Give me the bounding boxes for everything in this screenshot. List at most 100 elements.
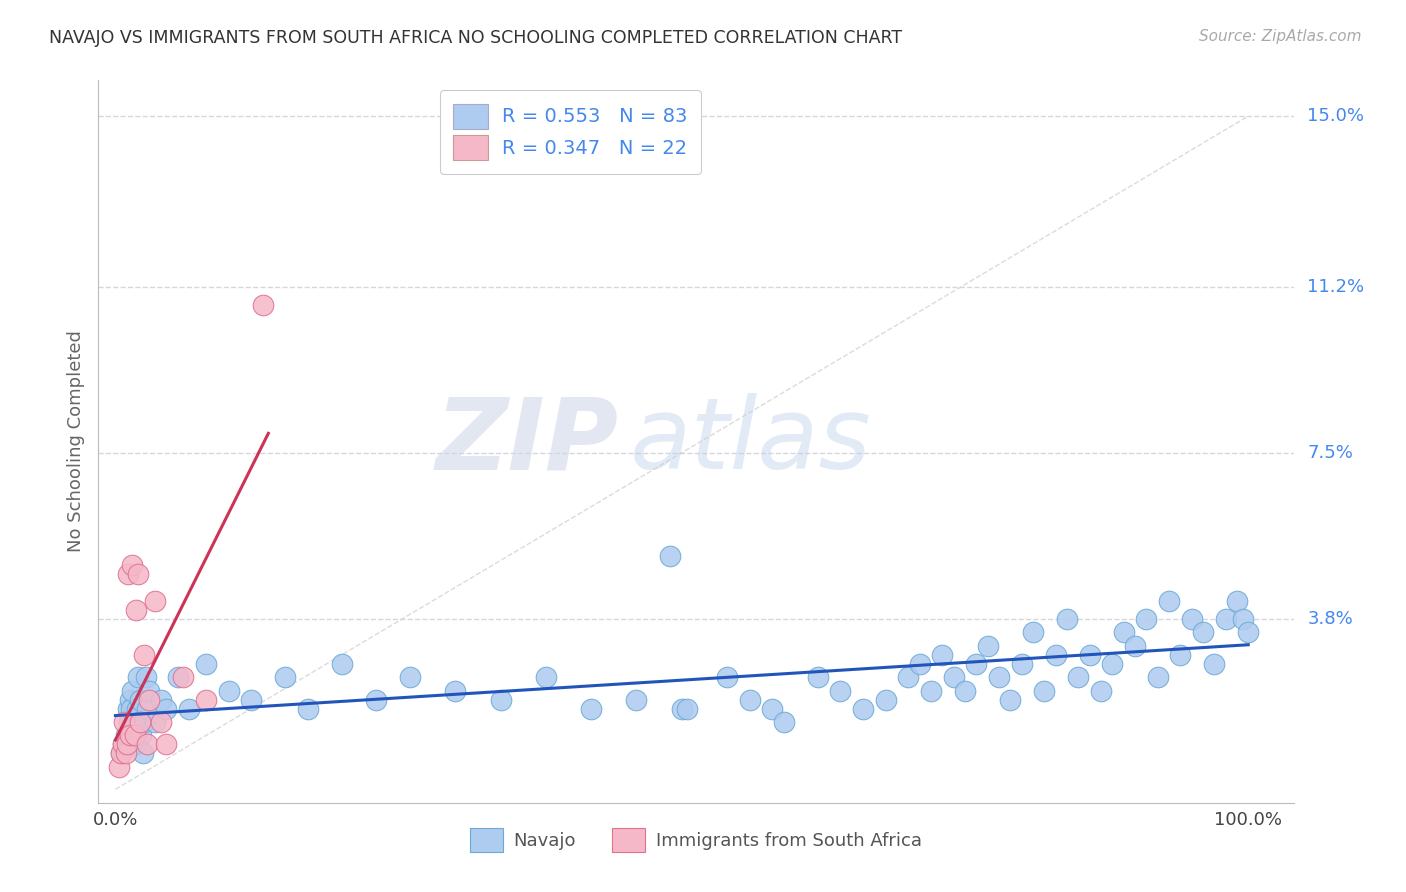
Point	[1000, 692, 1022, 706]
Point	[136, 701, 159, 715]
Point	[252, 298, 274, 312]
Point	[131, 729, 153, 743]
Point	[738, 692, 761, 706]
Point	[125, 738, 148, 752]
Point	[114, 714, 136, 729]
Point	[129, 692, 152, 706]
Point	[121, 558, 143, 572]
Legend: Navajo, Immigrants from South Africa: Navajo, Immigrants from South Africa	[463, 822, 929, 859]
Point	[875, 692, 897, 706]
Point	[908, 657, 931, 671]
Text: 11.2%: 11.2%	[1308, 277, 1365, 296]
Point	[1101, 657, 1123, 671]
Point	[166, 670, 188, 684]
Point	[897, 670, 920, 684]
Point	[399, 670, 422, 684]
Point	[1204, 657, 1226, 671]
Point	[195, 657, 218, 671]
Point	[1226, 594, 1249, 608]
Point	[125, 701, 148, 715]
Point	[124, 714, 146, 729]
Point	[444, 683, 467, 698]
Point	[135, 670, 157, 684]
Point	[1011, 657, 1033, 671]
Point	[1033, 683, 1056, 698]
Point	[364, 692, 387, 706]
Point	[138, 683, 160, 698]
Point	[965, 657, 987, 671]
Point	[830, 683, 852, 698]
Point	[1112, 625, 1135, 640]
Point	[117, 566, 139, 581]
Point	[330, 657, 353, 671]
Point	[155, 738, 177, 752]
Point	[942, 670, 965, 684]
Point	[117, 701, 139, 715]
Point	[195, 692, 218, 706]
Point	[534, 670, 557, 684]
Point	[807, 670, 830, 684]
Point	[1237, 625, 1260, 640]
Point	[1215, 612, 1237, 626]
Point	[149, 692, 172, 706]
Point	[931, 648, 953, 662]
Point	[132, 714, 155, 729]
Point	[131, 747, 153, 761]
Y-axis label: No Schooling Completed: No Schooling Completed	[66, 331, 84, 552]
Point	[1078, 648, 1101, 662]
Point	[108, 760, 131, 774]
Text: 7.5%: 7.5%	[1308, 443, 1354, 462]
Text: Source: ZipAtlas.com: Source: ZipAtlas.com	[1198, 29, 1361, 44]
Point	[676, 701, 699, 715]
Point	[240, 692, 263, 706]
Point	[121, 683, 143, 698]
Point	[143, 714, 166, 729]
Point	[1056, 612, 1078, 626]
Point	[1090, 683, 1112, 698]
Point	[761, 701, 783, 715]
Point	[1135, 612, 1157, 626]
Point	[953, 683, 976, 698]
Point	[129, 714, 152, 729]
Point	[626, 692, 648, 706]
Point	[155, 701, 177, 715]
Point	[120, 692, 142, 706]
Point	[1022, 625, 1045, 640]
Point	[1067, 670, 1090, 684]
Text: NAVAJO VS IMMIGRANTS FROM SOUTH AFRICA NO SCHOOLING COMPLETED CORRELATION CHART: NAVAJO VS IMMIGRANTS FROM SOUTH AFRICA N…	[49, 29, 903, 46]
Point	[110, 747, 132, 761]
Point	[112, 738, 135, 752]
Point	[659, 549, 682, 563]
Text: 3.8%: 3.8%	[1308, 610, 1353, 628]
Point	[149, 714, 172, 729]
Point	[489, 692, 512, 706]
Point	[120, 729, 142, 743]
Point	[671, 701, 693, 715]
Point	[136, 738, 159, 752]
Point	[125, 603, 148, 617]
Point	[1146, 670, 1168, 684]
Point	[1123, 639, 1146, 653]
Text: ZIP: ZIP	[436, 393, 619, 490]
Point	[579, 701, 602, 715]
Point	[1168, 648, 1191, 662]
Point	[114, 747, 136, 761]
Point	[177, 701, 200, 715]
Point	[988, 670, 1011, 684]
Point	[132, 648, 155, 662]
Point	[297, 701, 319, 715]
Point	[118, 714, 141, 729]
Point	[852, 701, 875, 715]
Point	[127, 566, 149, 581]
Point	[772, 714, 794, 729]
Point	[1232, 612, 1254, 626]
Point	[274, 670, 297, 684]
Point	[120, 701, 142, 715]
Point	[172, 670, 194, 684]
Point	[110, 747, 132, 761]
Point	[128, 714, 150, 729]
Point	[138, 692, 160, 706]
Text: 15.0%: 15.0%	[1308, 107, 1364, 125]
Point	[122, 729, 145, 743]
Text: atlas: atlas	[630, 393, 872, 490]
